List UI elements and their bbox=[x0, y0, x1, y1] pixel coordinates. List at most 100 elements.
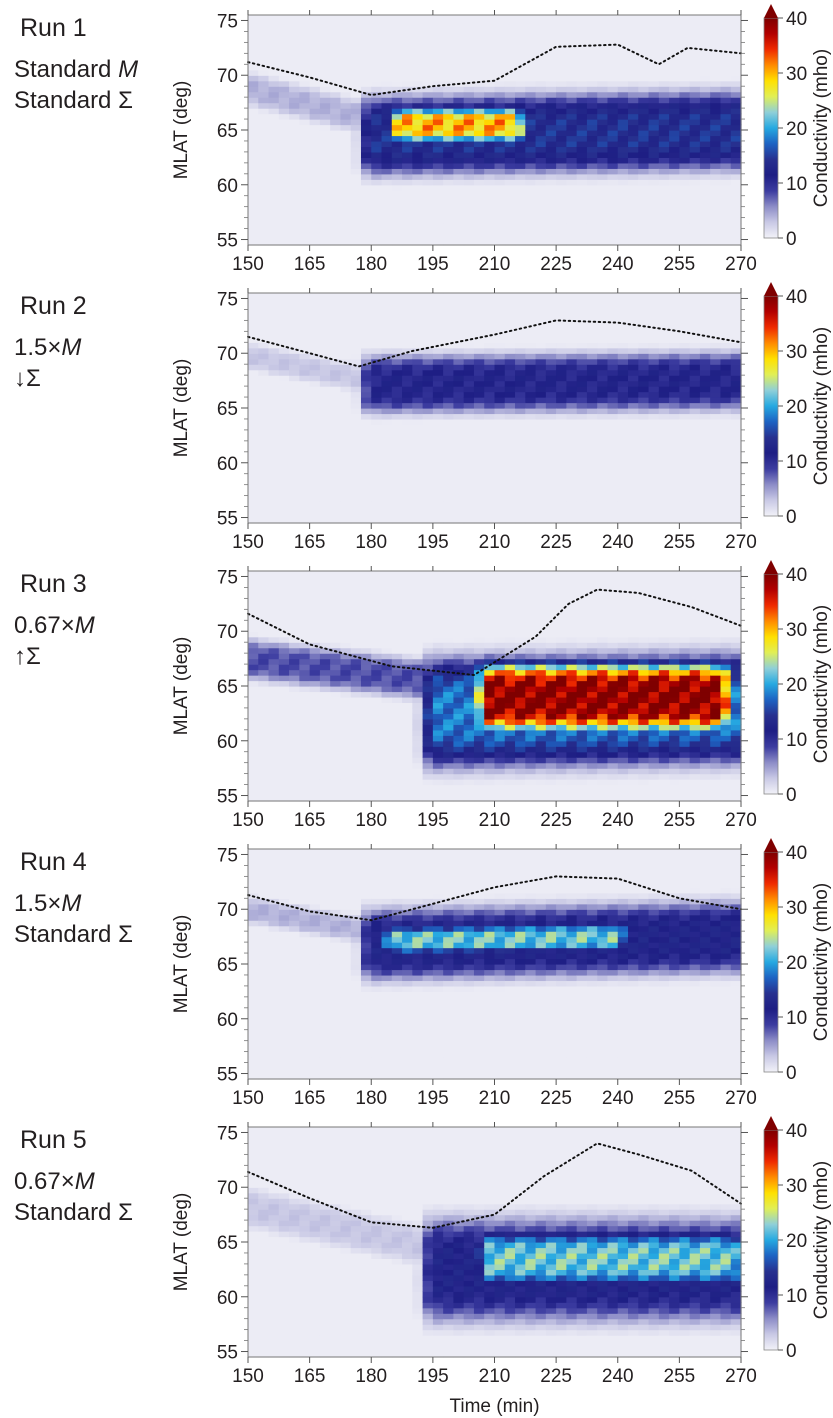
heatmap-cell bbox=[463, 298, 475, 305]
heatmap-cell bbox=[371, 479, 383, 486]
heatmap-cell bbox=[453, 91, 465, 98]
heatmap-cell bbox=[628, 168, 639, 175]
heatmap-cell bbox=[628, 195, 639, 202]
heatmap-cell bbox=[515, 212, 526, 219]
heatmap-cell bbox=[730, 162, 742, 169]
heatmap-cell bbox=[299, 325, 311, 332]
heatmap-cell bbox=[648, 336, 660, 343]
heatmap-cell bbox=[720, 375, 732, 382]
heatmap-cell bbox=[545, 206, 557, 213]
heatmap-cell bbox=[319, 58, 331, 65]
heatmap-cell bbox=[289, 124, 300, 131]
heatmap-cell bbox=[278, 625, 290, 632]
heatmap-cell bbox=[340, 598, 352, 605]
heatmap-cell bbox=[658, 53, 670, 60]
heatmap-cell bbox=[289, 587, 300, 594]
heatmap-cell bbox=[258, 31, 270, 38]
heatmap-cell bbox=[535, 451, 547, 458]
heatmap-cell bbox=[689, 364, 701, 371]
heatmap-cell bbox=[658, 408, 670, 415]
heatmap-cell bbox=[391, 380, 403, 387]
heatmap-cell bbox=[391, 729, 403, 736]
heatmap-cell bbox=[535, 228, 547, 235]
heatmap-cell bbox=[360, 729, 372, 736]
heatmap-cell bbox=[453, 201, 465, 208]
heatmap-cell bbox=[720, 228, 732, 235]
heatmap-cell bbox=[309, 151, 321, 158]
heatmap-cell bbox=[340, 190, 352, 197]
heatmap-cell bbox=[443, 462, 455, 469]
heatmap-cell bbox=[330, 484, 342, 491]
heatmap-cell bbox=[309, 303, 321, 311]
heatmap-cell bbox=[391, 168, 403, 175]
heatmap-cell bbox=[432, 506, 444, 513]
heatmap-cell bbox=[730, 506, 742, 513]
heatmap-cell bbox=[525, 223, 537, 230]
heatmap-cell bbox=[525, 212, 537, 219]
heatmap-cell bbox=[391, 506, 403, 513]
heatmap-cell bbox=[381, 658, 393, 665]
heatmap-cell bbox=[443, 140, 455, 148]
heatmap-cell bbox=[628, 386, 639, 393]
heatmap-cell bbox=[463, 364, 475, 371]
heatmap-cell bbox=[381, 707, 393, 714]
heatmap-cell bbox=[720, 239, 732, 246]
heatmap-cell bbox=[319, 179, 331, 186]
heatmap-cell bbox=[730, 342, 742, 349]
heatmap-cell bbox=[360, 42, 372, 49]
heatmap-cell bbox=[432, 386, 444, 393]
heatmap-cell bbox=[278, 162, 290, 169]
heatmap-cell bbox=[597, 25, 609, 33]
heatmap-cell bbox=[658, 124, 670, 131]
heatmap-cell bbox=[453, 506, 465, 513]
heatmap-cell bbox=[309, 614, 321, 621]
heatmap-cell bbox=[628, 130, 639, 137]
heatmap-cell bbox=[309, 669, 321, 676]
heatmap-cell bbox=[576, 42, 588, 49]
heatmap-cell bbox=[504, 15, 516, 22]
heatmap-cell bbox=[648, 108, 660, 115]
heatmap-cell bbox=[402, 631, 413, 638]
heatmap-cell bbox=[381, 179, 393, 186]
heatmap-cell bbox=[720, 424, 732, 431]
heatmap-cell bbox=[648, 53, 660, 60]
heatmap-cell bbox=[412, 625, 424, 632]
heatmap-cell bbox=[422, 451, 434, 458]
heatmap-cell bbox=[463, 386, 475, 393]
heatmap-cell bbox=[679, 108, 691, 115]
heatmap-cell bbox=[597, 190, 609, 197]
x-tick-label: 150 bbox=[232, 254, 264, 275]
heatmap-cell bbox=[453, 397, 465, 404]
heatmap-cell bbox=[473, 506, 485, 513]
heatmap-cell bbox=[586, 53, 598, 60]
heatmap-cell bbox=[494, 80, 506, 87]
heatmap-cell bbox=[371, 669, 383, 676]
heatmap-cell bbox=[330, 217, 342, 224]
heatmap-cell bbox=[648, 86, 660, 93]
heatmap-cell bbox=[299, 669, 311, 676]
heatmap-cell bbox=[443, 58, 455, 65]
heatmap-cell bbox=[340, 647, 352, 654]
heatmap-cell bbox=[658, 36, 670, 43]
heatmap-cell bbox=[586, 69, 598, 76]
heatmap-cell bbox=[617, 146, 629, 153]
heatmap-cell bbox=[720, 413, 732, 420]
heatmap-cell bbox=[566, 462, 578, 469]
heatmap-cell bbox=[730, 217, 742, 224]
heatmap-cell bbox=[309, 435, 321, 442]
heatmap-cell bbox=[463, 495, 475, 502]
heatmap-cell bbox=[669, 380, 680, 387]
heatmap-cell bbox=[268, 609, 280, 616]
heatmap-cell bbox=[319, 451, 331, 458]
heatmap-cell bbox=[699, 479, 711, 486]
heatmap-cell bbox=[391, 707, 403, 714]
heatmap-cell bbox=[525, 309, 537, 316]
heatmap-cell bbox=[319, 353, 331, 360]
heatmap-cell bbox=[248, 675, 259, 682]
heatmap-cell bbox=[484, 91, 496, 98]
heatmap-cell bbox=[371, 473, 383, 480]
heatmap-cell bbox=[545, 184, 557, 191]
heatmap-cell bbox=[545, 135, 557, 142]
heatmap-cell bbox=[463, 303, 475, 311]
heatmap-cell bbox=[330, 729, 342, 736]
